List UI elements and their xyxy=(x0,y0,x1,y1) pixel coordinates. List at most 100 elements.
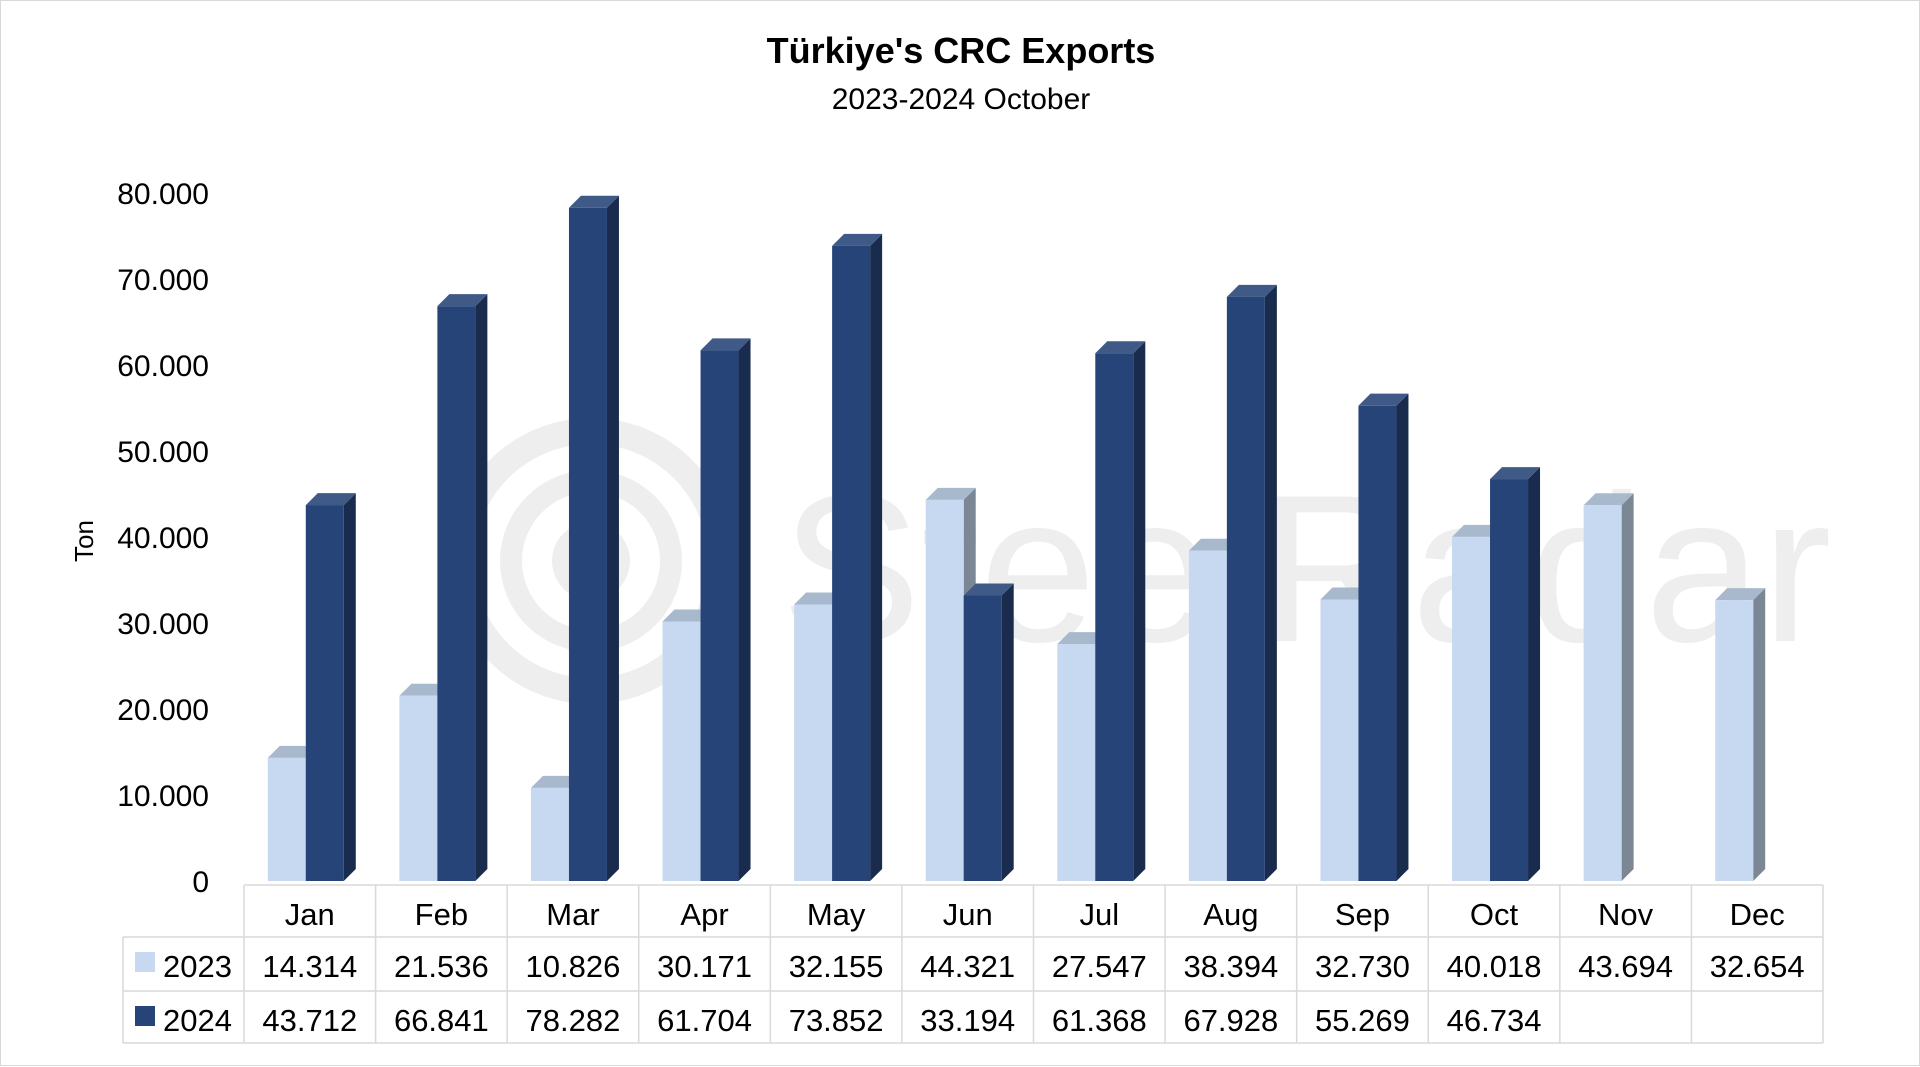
data-label: 43.712 xyxy=(262,1003,357,1038)
x-tick-label: May xyxy=(807,897,866,932)
y-tick-label: 70.000 xyxy=(117,264,209,297)
bar-front xyxy=(568,207,607,882)
bar-top xyxy=(1095,341,1146,354)
y-tick-label: 60.000 xyxy=(117,350,209,383)
data-table: Jan Feb Mar Apr May Jun Jul Aug Sep Oct Nov Dec 2023… xyxy=(122,884,1824,1044)
bar-top xyxy=(963,583,1014,596)
bar-2023-nov xyxy=(1583,493,1634,881)
x-tick-label: Mar xyxy=(546,897,599,932)
bar-top xyxy=(794,592,845,605)
bar-front xyxy=(1715,600,1754,881)
bar-side xyxy=(1396,393,1409,881)
data-label: 67.928 xyxy=(1183,1003,1278,1038)
bar-side xyxy=(870,233,883,881)
x-tick-label: Jul xyxy=(1079,897,1119,932)
data-label: 73.852 xyxy=(789,1003,884,1038)
data-label: 43.694 xyxy=(1578,949,1673,984)
bar-front xyxy=(1057,644,1096,881)
bar-front xyxy=(1358,405,1397,881)
bar-top xyxy=(267,745,318,758)
bar-front xyxy=(1452,536,1491,881)
bar-side xyxy=(1264,284,1277,881)
bar-side xyxy=(343,493,356,881)
bar-front xyxy=(1188,550,1227,881)
bar-side xyxy=(1528,467,1541,881)
legend-label-2024: 2024 xyxy=(163,1003,232,1038)
bar-top xyxy=(832,233,883,246)
bar-2024-jul xyxy=(1095,341,1146,881)
bar-2024-jun xyxy=(963,583,1014,881)
bar-2024-sep xyxy=(1358,393,1409,881)
y-tick-label: 0 xyxy=(192,866,209,899)
x-tick-label: Jun xyxy=(943,897,993,932)
bar-front xyxy=(267,757,306,881)
bar-top xyxy=(1583,493,1634,506)
bar-front xyxy=(399,695,438,881)
y-tick-label: 20.000 xyxy=(117,694,209,727)
x-tick-label: Apr xyxy=(680,897,728,932)
data-label: 38.394 xyxy=(1183,949,1278,984)
bar-top xyxy=(662,609,713,622)
x-tick-label: Aug xyxy=(1203,897,1258,932)
y-tick-label: 40.000 xyxy=(117,522,209,555)
bar-2024-apr xyxy=(700,338,751,882)
data-label: 33.194 xyxy=(920,1003,1015,1038)
y-tick-label: 80.000 xyxy=(117,178,209,211)
x-tick-label: Oct xyxy=(1470,897,1519,932)
legend-label-2023: 2023 xyxy=(163,949,232,984)
bar-front xyxy=(1583,505,1622,881)
bar-top xyxy=(700,338,751,351)
bar-front xyxy=(1095,353,1134,881)
bar-2024-aug xyxy=(1226,284,1277,881)
y-axis-label: Ton xyxy=(69,520,99,562)
bar-side xyxy=(738,338,751,882)
bar-side xyxy=(606,195,619,882)
bar-front xyxy=(437,306,476,882)
y-tick-label: 30.000 xyxy=(117,608,209,641)
bar-2023-dec xyxy=(1715,588,1766,881)
bar-top xyxy=(1715,588,1766,601)
bar-side xyxy=(1133,341,1146,881)
bar-2024-jan xyxy=(305,493,356,881)
bar-top xyxy=(1358,393,1409,406)
bar-front xyxy=(1226,296,1265,881)
bar-front xyxy=(925,499,964,881)
data-label: 30.171 xyxy=(657,949,752,984)
bar-top xyxy=(1490,467,1541,480)
y-tick-label: 50.000 xyxy=(117,436,209,469)
bar-top xyxy=(1226,284,1277,297)
data-label: 32.654 xyxy=(1710,949,1805,984)
data-label: 32.730 xyxy=(1315,949,1410,984)
bar-top xyxy=(1188,538,1239,551)
bar-top xyxy=(399,683,450,696)
bar-front xyxy=(662,621,701,881)
bar-front xyxy=(794,604,833,881)
bar-top xyxy=(1320,587,1371,600)
data-label: 44.321 xyxy=(920,949,1015,984)
bar-front xyxy=(832,245,871,881)
bar-front xyxy=(1490,479,1529,881)
bar-top xyxy=(568,195,619,208)
bar-front xyxy=(305,505,344,881)
data-label: 61.368 xyxy=(1052,1003,1147,1038)
bar-side xyxy=(1753,588,1766,881)
y-axis-ticks: 0 10.000 20.000 30.000 40.000 50.000 60.000 70.… xyxy=(117,178,209,899)
bar-2024-oct xyxy=(1490,467,1541,881)
data-label: 61.704 xyxy=(657,1003,752,1038)
bar-top xyxy=(305,493,356,506)
bar-front xyxy=(530,787,569,881)
bars-layer xyxy=(267,195,1766,882)
legend-swatch-2024 xyxy=(135,1006,155,1026)
bar-front xyxy=(700,350,739,882)
data-label: 27.547 xyxy=(1052,949,1147,984)
bar-side xyxy=(1621,493,1634,881)
bar-top xyxy=(437,294,488,307)
data-label: 14.314 xyxy=(262,949,357,984)
data-label: 78.282 xyxy=(526,1003,621,1038)
legend-swatch-2023 xyxy=(135,952,155,972)
x-tick-label: Nov xyxy=(1598,897,1654,932)
bar-front xyxy=(963,595,1002,881)
chart-title: Türkiye's CRC Exports xyxy=(767,30,1156,71)
